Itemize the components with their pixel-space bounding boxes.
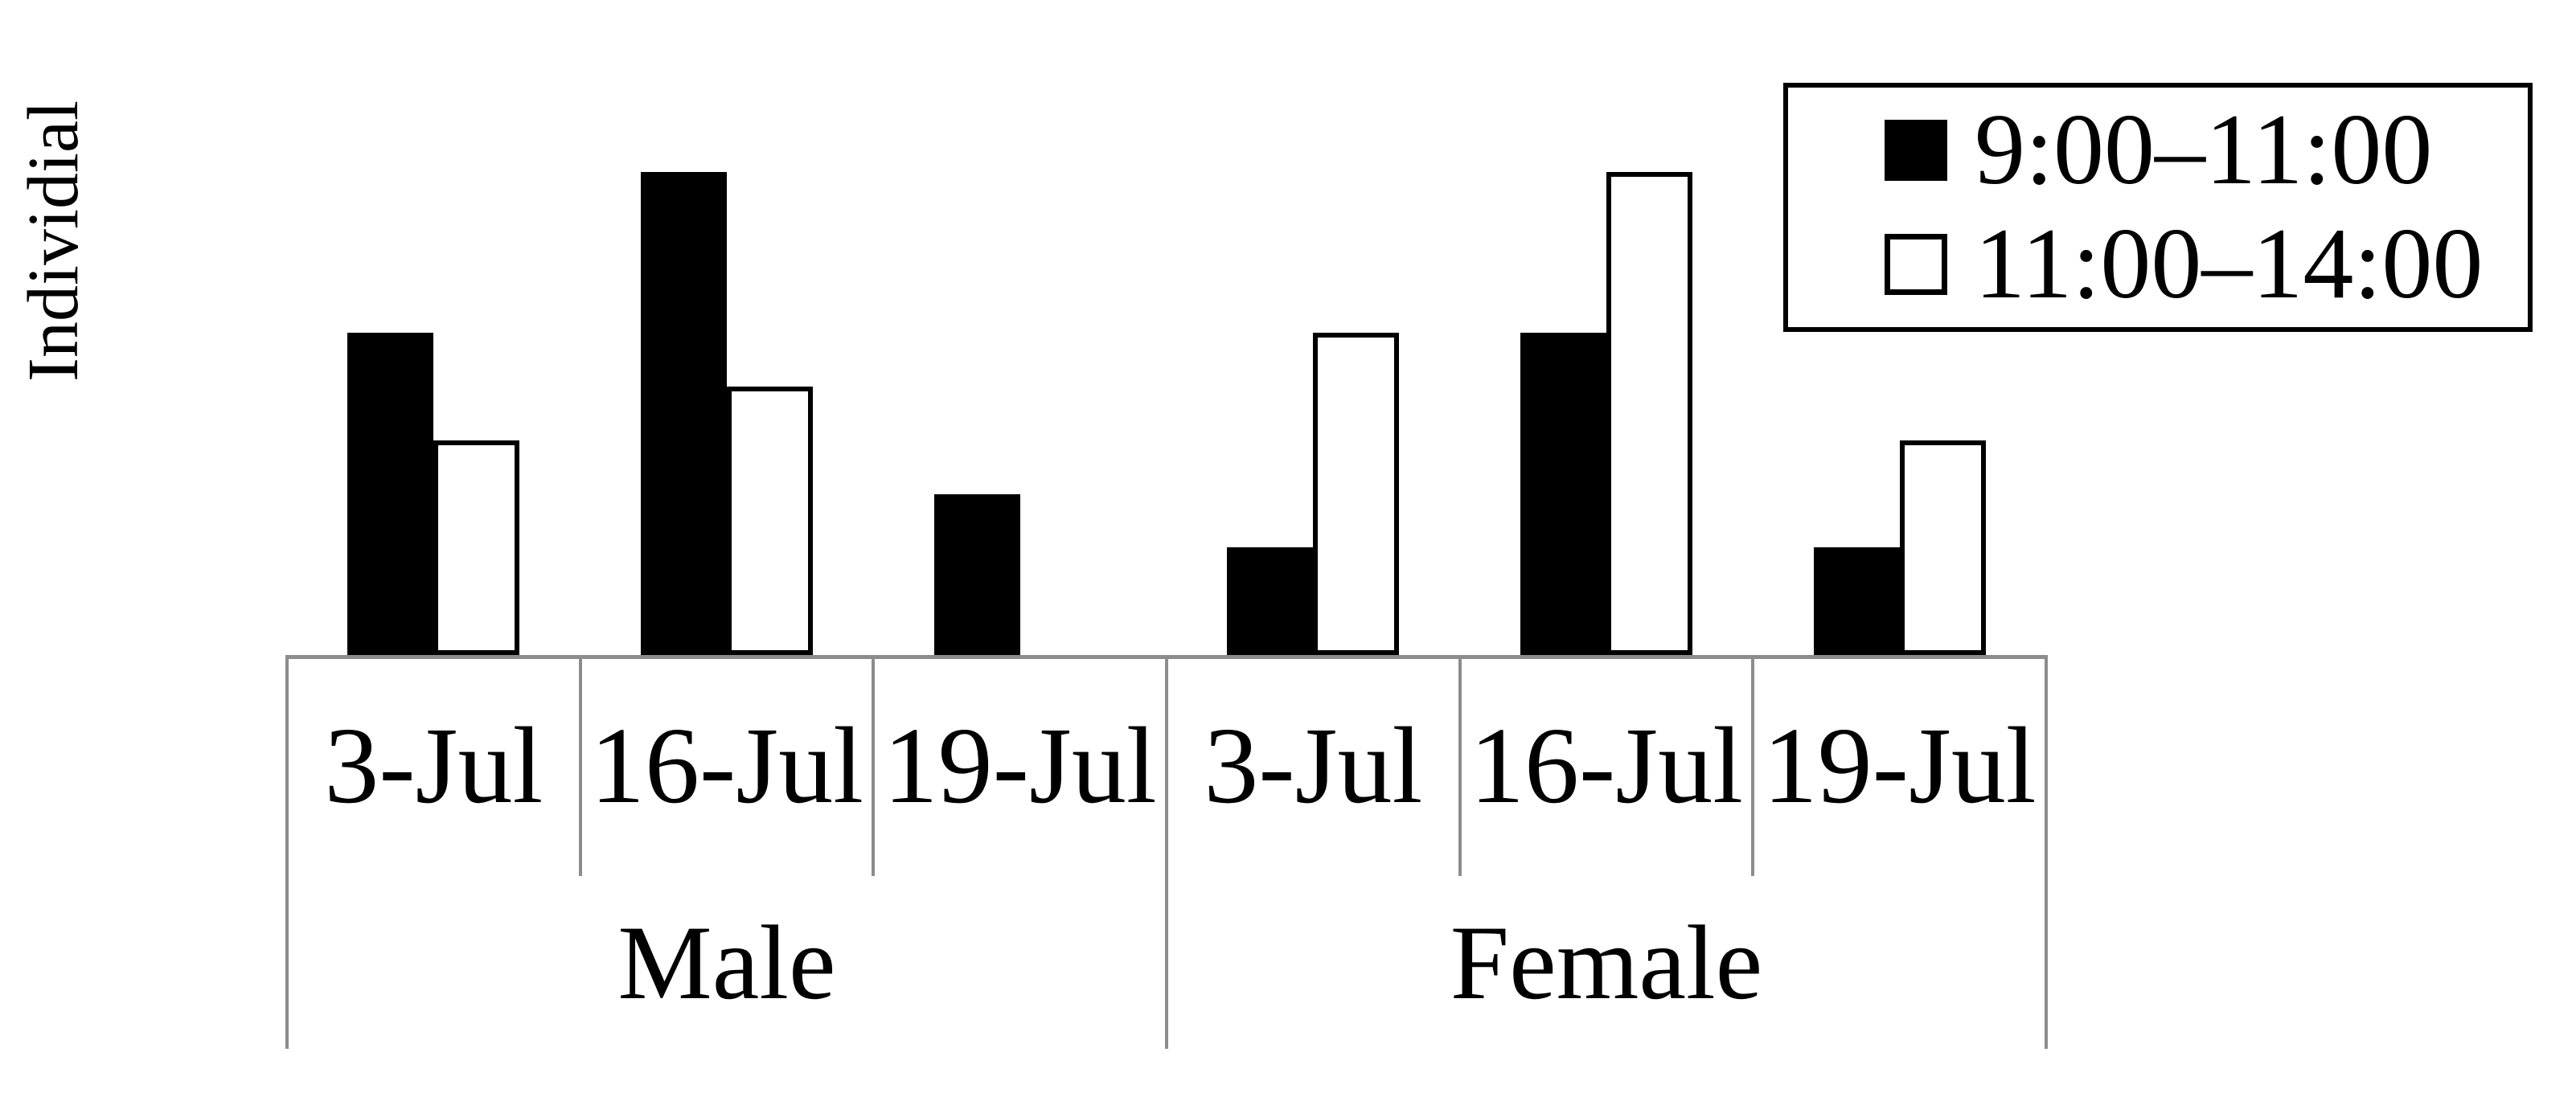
x-axis-group-label: Male xyxy=(617,903,836,1021)
axis-date-divider xyxy=(578,655,582,876)
x-axis-date-label: 3-Jul xyxy=(1204,705,1423,826)
bar xyxy=(433,440,520,655)
legend-swatch-filled-icon xyxy=(1885,120,1947,182)
axis-group-divider xyxy=(2045,655,2048,1049)
axis-date-divider xyxy=(1751,655,1755,876)
axis-group-divider xyxy=(285,655,289,1049)
legend-item: 9:00–11:00 xyxy=(1885,100,2512,201)
bar xyxy=(1227,547,1314,655)
x-axis-date-label: 19-Jul xyxy=(883,705,1157,826)
x-axis-group-label: Female xyxy=(1450,903,1763,1021)
x-axis-date-label: 16-Jul xyxy=(1469,705,1743,826)
legend-item: 11:00–14:00 xyxy=(1885,207,2512,320)
axis-date-divider xyxy=(872,655,876,876)
bar xyxy=(1813,547,1900,655)
x-axis-date-label: 3-Jul xyxy=(324,705,544,826)
bar xyxy=(641,172,727,655)
bar xyxy=(1606,172,1692,655)
bar xyxy=(933,494,1020,655)
legend: 9:00–11:00 11:00–14:00 xyxy=(1783,83,2533,332)
bar xyxy=(347,333,434,655)
bar xyxy=(1520,333,1606,655)
axis-date-divider xyxy=(1458,655,1462,876)
bar xyxy=(1313,333,1400,655)
bar xyxy=(727,387,813,655)
legend-swatch-open-icon xyxy=(1885,233,1947,295)
x-axis-date-label: 16-Jul xyxy=(589,705,863,826)
axis-group-divider xyxy=(1165,655,1168,1049)
x-axis-date-label: 19-Jul xyxy=(1762,705,2037,826)
bar xyxy=(1899,440,1986,655)
legend-label: 9:00–11:00 xyxy=(1975,94,2433,207)
legend-label: 11:00–14:00 xyxy=(1975,207,2484,320)
